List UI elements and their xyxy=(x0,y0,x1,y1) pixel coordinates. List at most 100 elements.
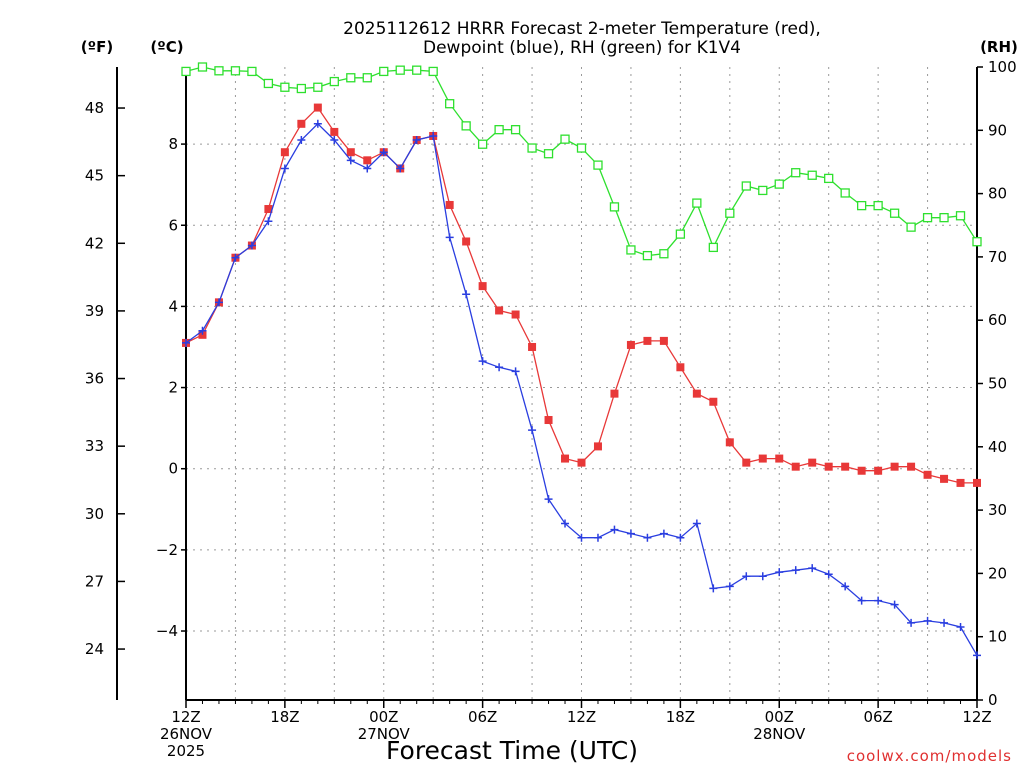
rh-point xyxy=(840,188,850,198)
x-tick-label: 12Z xyxy=(962,708,991,726)
rh-point xyxy=(807,170,817,180)
temperature-point xyxy=(791,462,800,471)
dewpoint-point xyxy=(643,533,652,542)
fahrenheit-tick-label: 27 xyxy=(85,572,104,590)
dewpoint-point xyxy=(857,596,866,605)
x-tick-label: 18Z xyxy=(270,708,299,726)
dewpoint-point xyxy=(593,533,602,542)
temperature-point xyxy=(577,458,586,467)
dewpoint-point xyxy=(923,616,932,625)
temperature-point xyxy=(659,336,668,345)
rh-point xyxy=(510,125,521,135)
rh-point xyxy=(626,245,636,255)
dewpoint-point xyxy=(725,582,734,591)
dewpoint-point xyxy=(528,426,537,435)
rh-point xyxy=(889,208,900,218)
temperature-point xyxy=(280,148,289,157)
rh-tick-label: 50 xyxy=(988,375,1007,393)
rh-point xyxy=(576,143,587,153)
rh-tick-label: 70 xyxy=(988,248,1007,266)
temperature-point xyxy=(544,416,553,425)
credit-text: coolwx.com/models xyxy=(847,747,1012,765)
rh-tick-label: 60 xyxy=(988,311,1007,329)
celsius-tick-label: 2 xyxy=(168,379,178,397)
dewpoint-point xyxy=(561,519,570,528)
rh-point xyxy=(741,181,751,191)
dewpoint-point xyxy=(495,363,504,372)
x-tick-label: 28NOV xyxy=(753,725,806,743)
dewpoint-point xyxy=(182,338,190,347)
temperature-point xyxy=(857,466,866,475)
x-tick-label: 00Z xyxy=(369,708,398,726)
dewpoint-point xyxy=(841,582,850,591)
dewpoint-point xyxy=(742,572,751,581)
rh-point xyxy=(445,99,455,109)
celsius-tick-label: 4 xyxy=(168,297,178,315)
temperature-point xyxy=(643,336,652,345)
temperature-point xyxy=(626,340,635,349)
temperature-point xyxy=(346,148,355,157)
rh-point xyxy=(856,200,867,211)
temperature-point xyxy=(478,282,487,291)
fahrenheit-tick-label: 24 xyxy=(85,640,104,658)
rh-tick-label: 10 xyxy=(988,628,1007,646)
rh-point xyxy=(313,82,323,92)
celsius-tick-label: 0 xyxy=(168,460,178,478)
rh-point xyxy=(922,213,933,223)
dewpoint-point xyxy=(247,241,256,250)
rh-tick-label: 20 xyxy=(988,564,1007,582)
dewpoint-point xyxy=(659,529,668,538)
dewpoint-point xyxy=(626,529,635,538)
dewpoint-point xyxy=(396,164,405,173)
dewpoint-point xyxy=(890,600,899,609)
temperature-point xyxy=(956,478,965,487)
dewpoint-point xyxy=(297,136,306,145)
rh-point xyxy=(263,78,274,89)
temperature-point xyxy=(313,103,322,112)
dewpoint-point xyxy=(758,572,767,581)
fahrenheit-tick-label: 30 xyxy=(85,505,104,523)
rh-point xyxy=(477,139,488,149)
temperature-point xyxy=(445,200,454,209)
dewpoint-point xyxy=(692,519,701,528)
chart-title-line-1: 2025112612 HRRR Forecast 2-meter Tempera… xyxy=(343,19,821,39)
rh-point xyxy=(461,121,471,131)
temperature-point xyxy=(808,458,817,467)
rh-point xyxy=(412,65,422,75)
fahrenheit-tick-label: 33 xyxy=(85,437,104,455)
dewpoint-point xyxy=(874,596,883,605)
temperature-point xyxy=(462,237,471,246)
temperature-point xyxy=(297,119,306,128)
temperature-point xyxy=(824,462,833,471)
fahrenheit-tick-label: 39 xyxy=(85,302,104,320)
rh-point xyxy=(824,173,834,184)
dewpoint-point xyxy=(462,290,471,299)
rh-point xyxy=(791,168,801,178)
rh-point xyxy=(280,82,290,92)
chart-title-line-2: Dewpoint (blue), RH (green) for K1V4 xyxy=(423,38,741,58)
temperature-point xyxy=(709,397,718,406)
rh-tick-label: 30 xyxy=(988,501,1007,519)
dewpoint-point xyxy=(544,495,553,504)
rh-point xyxy=(906,222,916,232)
rh-point xyxy=(972,237,982,247)
series-temperature xyxy=(182,103,981,487)
rh-point xyxy=(247,66,257,77)
rh-point xyxy=(708,242,718,253)
rh-point xyxy=(955,211,966,221)
temperature-point xyxy=(264,205,273,214)
fahrenheit-tick-label: 42 xyxy=(85,234,104,252)
dewpoint-point xyxy=(907,618,916,627)
temperature-point xyxy=(775,454,784,463)
temperature-point xyxy=(495,306,504,315)
rh-point xyxy=(230,66,241,76)
dewpoint-point xyxy=(231,253,240,262)
temperature-point xyxy=(593,442,602,451)
temperature-point xyxy=(610,389,619,398)
rh-tick-label: 80 xyxy=(988,185,1007,203)
dewpoint-point xyxy=(313,119,322,128)
temperature-point xyxy=(874,466,883,475)
dewpoint-point xyxy=(775,568,784,577)
rh-tick-label: 90 xyxy=(988,121,1007,139)
rh-point xyxy=(593,160,603,170)
